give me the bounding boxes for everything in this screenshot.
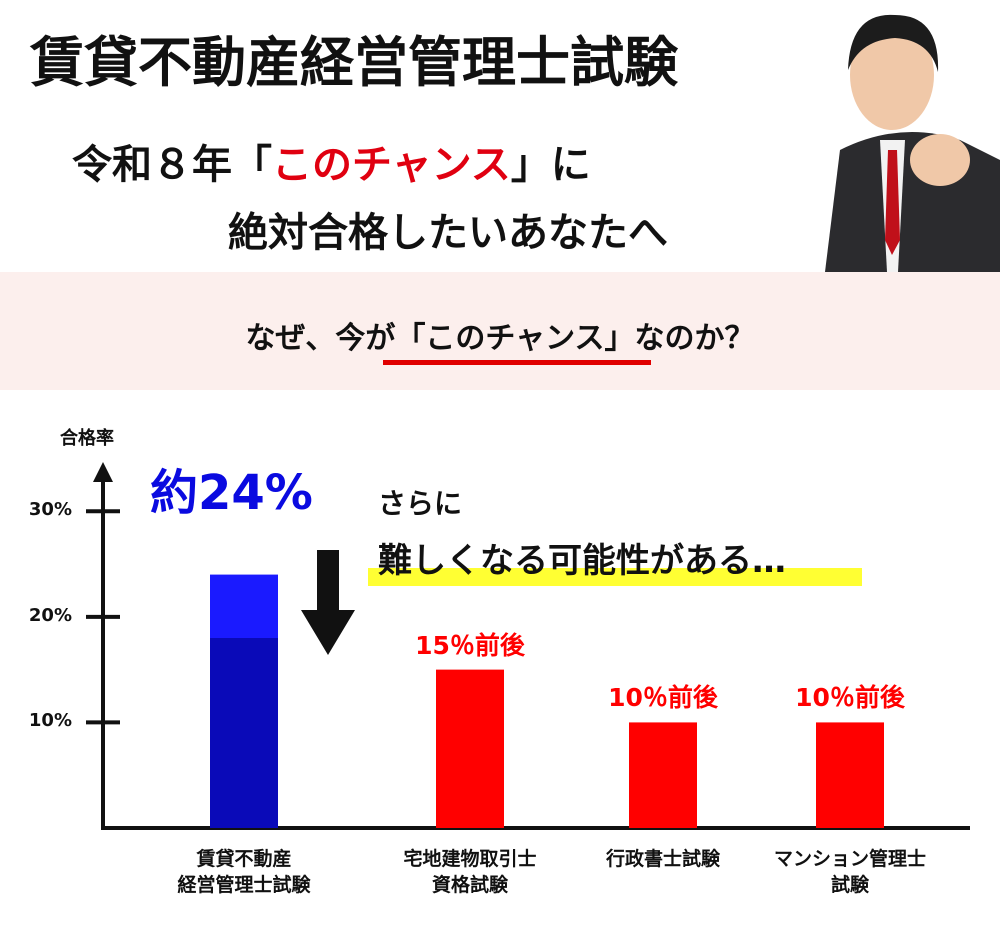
x-tick-label: 宅地建物取引士 資格試験: [403, 848, 537, 896]
annotation: さらに: [378, 487, 463, 520]
y-tick-label: 20%: [28, 604, 72, 626]
person-photo: [815, 0, 1000, 272]
y-axis-arrow: [93, 462, 113, 482]
title: 賃貸不動産経営管理士試験: [30, 31, 678, 94]
bar: [436, 669, 504, 828]
question-text: なぜ、今が: [245, 321, 396, 356]
value-label: 約24%: [150, 464, 313, 521]
question-text: なのか？: [634, 321, 755, 356]
y-axis-label: 合格率: [60, 428, 114, 449]
x-tick-label: マンション管理士 試験: [773, 848, 926, 896]
x-tick-label: 賃貸不動産 経営管理士試験: [177, 848, 311, 896]
annotation: 難しくなる可能性がある…: [378, 541, 786, 581]
bar: [210, 574, 278, 828]
lead-highlight: このチャンス: [272, 141, 511, 188]
value-label: 10％前後: [608, 683, 718, 713]
lead-line: 令和８年「このチャンス」に: [72, 132, 591, 190]
y-tick-label: 30%: [28, 499, 72, 521]
value-label: 15％前後: [415, 630, 525, 660]
y-tick-label: 10%: [28, 710, 72, 732]
underline: [383, 360, 651, 365]
lead-text: 」に: [510, 141, 591, 188]
down-arrow: [301, 550, 355, 655]
value-label: 10％前後: [795, 683, 905, 713]
question-band: [0, 272, 1000, 390]
lead-line: 絶対合格したいあなたへ: [228, 209, 668, 256]
x-tick-label: 行政書士試験: [605, 848, 720, 870]
question-highlight: 「このチャンス」: [395, 321, 635, 356]
highlight: [368, 568, 862, 586]
question: なぜ、今が「このチャンス」なのか？: [0, 313, 1000, 357]
lead-text: 令和８年「: [72, 141, 272, 188]
bar: [816, 722, 884, 828]
bar: [629, 722, 697, 828]
